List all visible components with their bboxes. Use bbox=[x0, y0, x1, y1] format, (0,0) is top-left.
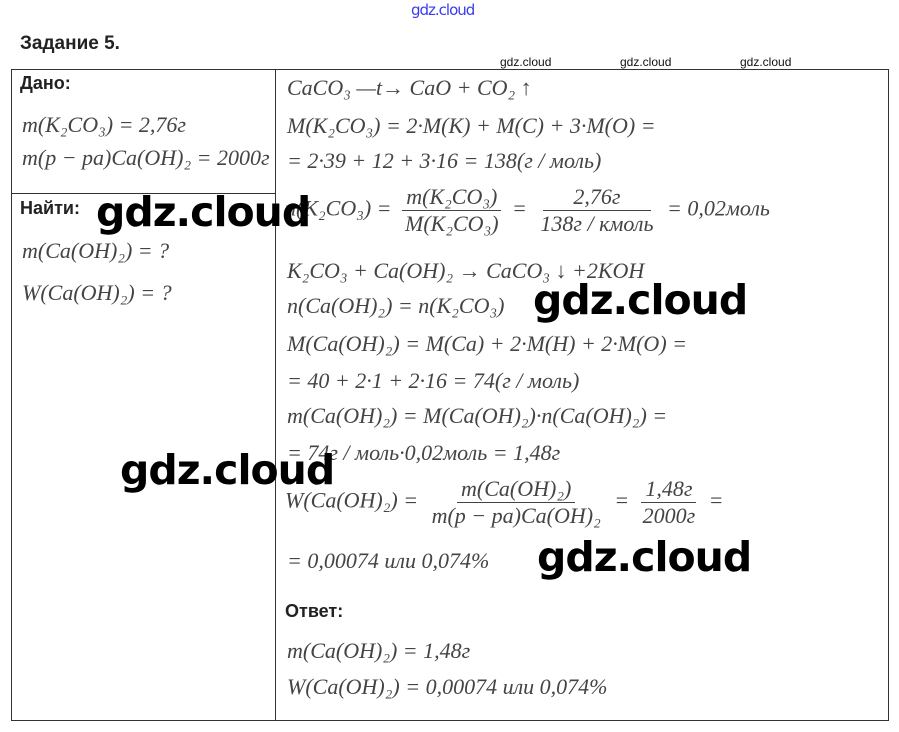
denominator: 138г / кмоль bbox=[540, 211, 654, 236]
solution-fraction-line: W(Ca(OH)₂) = m(Ca(OH)₂) m(p − pa)Ca(OH)₂ … bbox=[285, 476, 724, 529]
watermark-big: gdz.cloud bbox=[533, 276, 748, 324]
answer-line: m(Ca(OH)₂) = 1,48г bbox=[287, 638, 471, 663]
given-line: m(K₂CO₃) = 2,76г bbox=[22, 112, 187, 137]
find-line: m(Ca(OH)₂) = ? bbox=[22, 238, 170, 263]
solution-line: K₂CO₃ + Ca(OH)₂ → CaCO₃ ↓ +2KOH bbox=[287, 258, 645, 283]
watermark-big: gdz.cloud bbox=[120, 446, 335, 494]
solution-line: = 40 + 2·1 + 2·16 = 74(г / моль) bbox=[287, 368, 580, 393]
equals: = bbox=[614, 487, 630, 513]
solution-line: = 0,00074 или 0,074% bbox=[287, 548, 490, 573]
column-divider bbox=[275, 69, 276, 720]
fraction: m(K₂CO₃) M(K₂CO₃) bbox=[401, 184, 503, 237]
lhs: n(K₂CO₃) = bbox=[285, 195, 392, 221]
numerator: 1,48г bbox=[641, 476, 697, 503]
watermark-small: gdz.cloud bbox=[620, 55, 672, 69]
solution-line: = 74г / моль·0,02моль = 1,48г bbox=[287, 440, 561, 465]
numerator: m(K₂CO₃) bbox=[402, 184, 502, 211]
fraction: 1,48г 2000г bbox=[639, 476, 700, 529]
given-find-divider bbox=[11, 193, 275, 194]
solution-line: = 2·39 + 12 + 3·16 = 138(г / моль) bbox=[287, 148, 602, 173]
solution-line: M(Ca(OH)₂) = M(Ca) + 2·M(H) + 2·M(O) = bbox=[287, 331, 687, 356]
rhs: = bbox=[708, 487, 724, 513]
denominator: m(p − pa)Ca(OH)₂ bbox=[431, 503, 601, 528]
answer-label: Ответ: bbox=[285, 601, 344, 621]
find-line: W(Ca(OH)₂) = ? bbox=[22, 280, 172, 305]
rhs: = 0,02моль bbox=[667, 195, 770, 221]
fraction: m(Ca(OH)₂) m(p − pa)Ca(OH)₂ bbox=[428, 476, 605, 529]
numerator: 2,76г bbox=[543, 184, 651, 211]
answer-line: W(Ca(OH)₂) = 0,00074 или 0,074% bbox=[287, 674, 608, 699]
watermark-top[interactable]: gdz.cloud bbox=[411, 1, 475, 19]
solution-line: n(Ca(OH)₂) = n(K₂CO₃) bbox=[287, 293, 505, 318]
given-line: m(p − pa)Ca(OH)₂ = 2000г bbox=[22, 145, 270, 170]
solution-line: M(K₂CO₃) = 2·M(K) + M(C) + 3·M(O) = bbox=[287, 113, 656, 138]
watermark-small: gdz.cloud bbox=[740, 55, 792, 69]
fraction: 2,76г 138г / кмоль bbox=[536, 184, 657, 237]
solution-line: CaCO₃ —t→ CaO + CO₂ ↑ bbox=[287, 75, 532, 100]
find-label: Найти: bbox=[20, 198, 80, 218]
watermark-big: gdz.cloud bbox=[96, 188, 311, 236]
given-label: Дано: bbox=[20, 73, 71, 93]
solution-table bbox=[11, 69, 889, 721]
denominator: 2000г bbox=[642, 503, 696, 528]
numerator: m(Ca(OH)₂) bbox=[457, 476, 576, 503]
lhs: W(Ca(OH)₂) = bbox=[285, 487, 419, 513]
watermark-big: gdz.cloud bbox=[537, 533, 752, 581]
solution-line: m(Ca(OH)₂) = M(Ca(OH)₂)·n(Ca(OH)₂) = bbox=[287, 403, 668, 428]
solution-fraction-line: n(K₂CO₃) = m(K₂CO₃) M(K₂CO₃) = 2,76г 138г … bbox=[285, 184, 770, 237]
denominator: M(K₂CO₃) bbox=[405, 211, 499, 236]
task-title: Задание 5. bbox=[20, 33, 120, 54]
equals: = bbox=[512, 195, 527, 221]
watermark-small: gdz.cloud bbox=[500, 55, 552, 69]
